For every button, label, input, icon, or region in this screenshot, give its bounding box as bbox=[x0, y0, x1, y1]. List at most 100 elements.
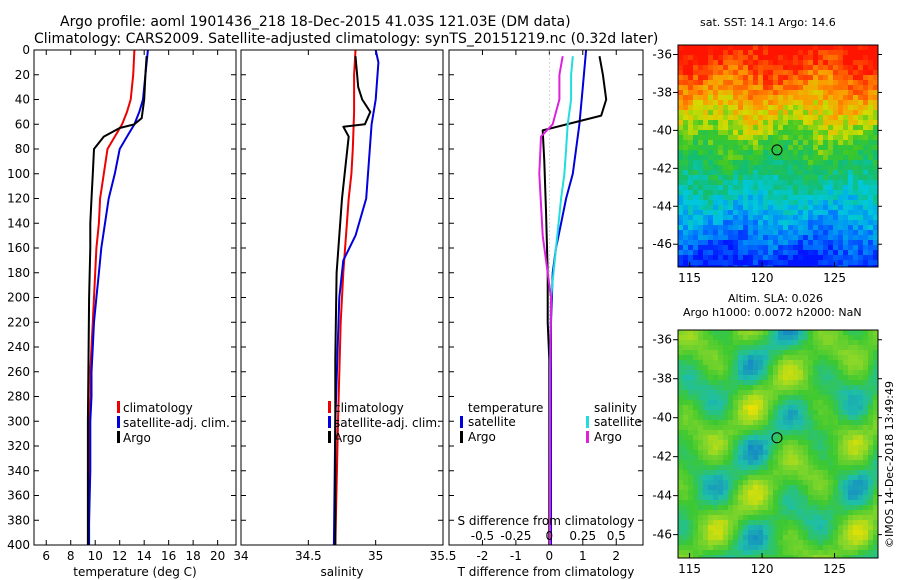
map-cell bbox=[723, 425, 729, 431]
map-cell bbox=[858, 145, 864, 151]
map-cell bbox=[678, 220, 684, 226]
map-cell bbox=[858, 510, 864, 516]
map-cell bbox=[833, 380, 839, 386]
map-cell bbox=[823, 130, 829, 136]
map-cell bbox=[873, 435, 878, 441]
map-cell bbox=[823, 360, 829, 366]
map-cell bbox=[698, 110, 704, 116]
map-cell bbox=[718, 465, 724, 471]
map-cell bbox=[698, 220, 704, 226]
map-cell bbox=[793, 45, 799, 51]
map-cell bbox=[803, 125, 809, 131]
map-cell bbox=[768, 190, 774, 196]
map-cell bbox=[858, 205, 864, 211]
map-cell bbox=[738, 135, 744, 141]
map-cell bbox=[783, 190, 789, 196]
map-cell bbox=[808, 455, 814, 461]
map-cell bbox=[708, 105, 714, 111]
plot-frame bbox=[240, 49, 444, 546]
map-cell bbox=[858, 120, 864, 126]
map-cell bbox=[758, 240, 764, 246]
map-cell bbox=[848, 445, 854, 451]
map-cell bbox=[868, 70, 874, 76]
map-cell bbox=[843, 540, 849, 546]
map-cell bbox=[743, 460, 749, 466]
map-cell bbox=[858, 450, 864, 456]
map-cell bbox=[858, 520, 864, 526]
map-cell bbox=[848, 60, 854, 66]
map-cell bbox=[758, 390, 764, 396]
map-cell bbox=[823, 240, 829, 246]
map-cell bbox=[743, 550, 749, 556]
map-cell bbox=[723, 505, 729, 511]
map-cell bbox=[873, 220, 878, 226]
map-cell bbox=[768, 350, 774, 356]
map-cell bbox=[723, 335, 729, 341]
map-cell bbox=[693, 350, 699, 356]
map-cell bbox=[813, 130, 819, 136]
map-cell bbox=[778, 390, 784, 396]
map-cell bbox=[728, 265, 734, 267]
map-cell bbox=[853, 105, 859, 111]
map-cell bbox=[763, 240, 769, 246]
map-cell bbox=[828, 455, 834, 461]
map-cell bbox=[678, 510, 684, 516]
map-cell bbox=[763, 130, 769, 136]
map-cell bbox=[783, 370, 789, 376]
map-cell bbox=[868, 440, 874, 446]
map-cell bbox=[843, 225, 849, 231]
map-cell bbox=[748, 505, 754, 511]
map-cell bbox=[823, 405, 829, 411]
map-cell bbox=[718, 105, 724, 111]
map-cell bbox=[828, 370, 834, 376]
map-cell bbox=[748, 455, 754, 461]
map-cell bbox=[818, 440, 824, 446]
map-cell bbox=[718, 455, 724, 461]
map-cell bbox=[693, 415, 699, 421]
map-cell bbox=[738, 550, 744, 556]
map-cell bbox=[788, 555, 794, 558]
map-cell bbox=[813, 240, 819, 246]
map-cell bbox=[763, 165, 769, 171]
map-cell bbox=[843, 260, 849, 266]
x-tick-label: 8 bbox=[67, 549, 75, 563]
map-cell bbox=[823, 220, 829, 226]
map-cell bbox=[793, 200, 799, 206]
map-cell bbox=[843, 365, 849, 371]
map-cell bbox=[713, 430, 719, 436]
map-cell bbox=[758, 245, 764, 251]
map-cell bbox=[803, 390, 809, 396]
map-cell bbox=[853, 95, 859, 101]
map-cell bbox=[733, 440, 739, 446]
map-cell bbox=[743, 410, 749, 416]
map-cell bbox=[748, 450, 754, 456]
map-cell bbox=[703, 90, 709, 96]
map-cell bbox=[723, 100, 729, 106]
map-cell bbox=[683, 110, 689, 116]
map-cell bbox=[693, 210, 699, 216]
map-cell bbox=[728, 130, 734, 136]
map-cell bbox=[708, 555, 714, 558]
map-cell bbox=[713, 245, 719, 251]
map-cell bbox=[788, 380, 794, 386]
map-cell bbox=[753, 465, 759, 471]
map-cell bbox=[823, 395, 829, 401]
map-cell bbox=[743, 405, 749, 411]
map-cell bbox=[858, 170, 864, 176]
map-cell bbox=[863, 115, 869, 121]
map-cell bbox=[828, 130, 834, 136]
map-cell bbox=[773, 515, 779, 521]
map-cell bbox=[723, 140, 729, 146]
map-cell bbox=[803, 60, 809, 66]
map-cell bbox=[773, 190, 779, 196]
map-cell bbox=[773, 475, 779, 481]
map-cell bbox=[818, 230, 824, 236]
map-cell bbox=[698, 185, 704, 191]
map-cell bbox=[728, 390, 734, 396]
map-cell bbox=[833, 465, 839, 471]
map-cell bbox=[753, 450, 759, 456]
map-cell bbox=[758, 350, 764, 356]
map-cell bbox=[828, 490, 834, 496]
y-tick-label: 60 bbox=[15, 117, 30, 131]
map-cell bbox=[728, 505, 734, 511]
